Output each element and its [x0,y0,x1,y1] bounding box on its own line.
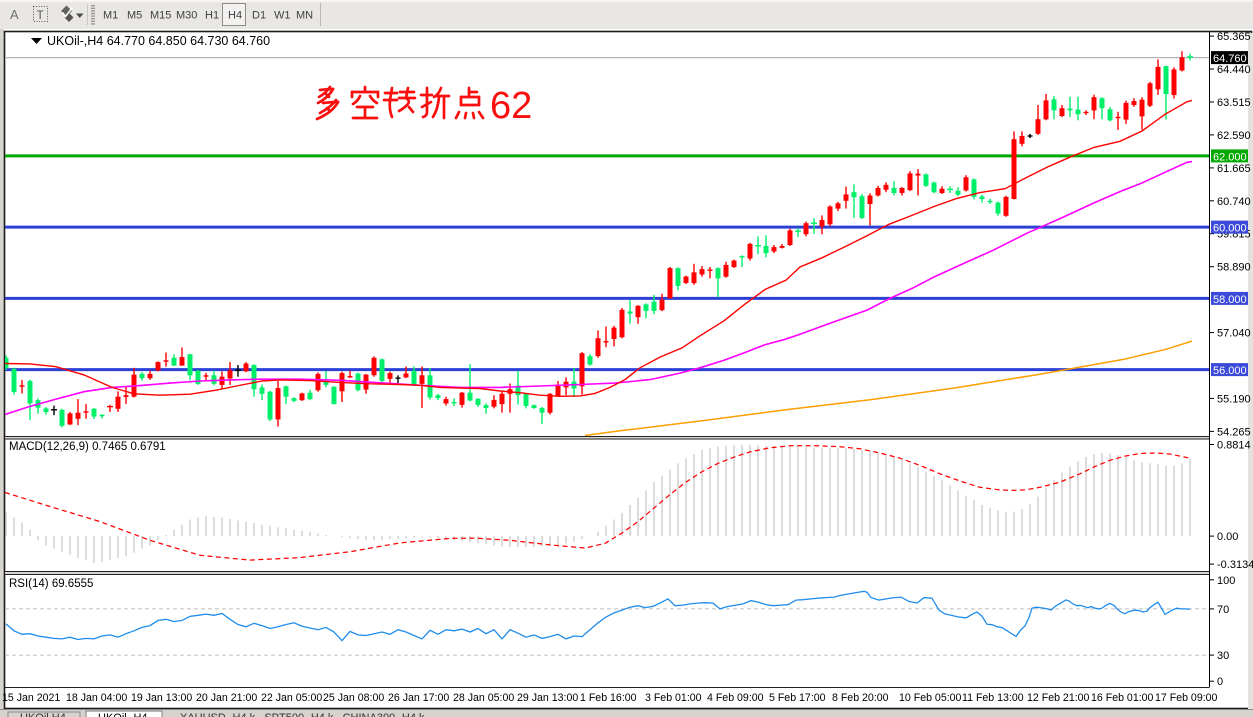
svg-text:11 Feb 13:00: 11 Feb 13:00 [962,692,1024,704]
svg-text:58.890: 58.890 [1217,262,1251,274]
svg-text:0.00: 0.00 [1217,531,1238,543]
svg-text:M1: M1 [103,10,118,22]
svg-text:70: 70 [1217,604,1229,616]
svg-text:30: 30 [1217,650,1229,662]
svg-text:4 Feb 09:00: 4 Feb 09:00 [707,692,764,704]
svg-text:H4: H4 [228,10,242,22]
svg-text:65.365: 65.365 [1217,31,1251,43]
svg-text:15 Jan 2021: 15 Jan 2021 [2,692,60,704]
svg-text:18 Jan 04:00: 18 Jan 04:00 [66,692,127,704]
svg-text:61.665: 61.665 [1217,163,1251,175]
svg-text:1 Feb 16:00: 1 Feb 16:00 [580,692,637,704]
svg-text:D1: D1 [252,10,266,22]
svg-text:62.590: 62.590 [1217,130,1251,142]
svg-text:3 Feb 01:00: 3 Feb 01:00 [645,692,702,704]
svg-text:12 Feb 21:00: 12 Feb 21:00 [1027,692,1090,704]
svg-text:22 Jan 05:00: 22 Jan 05:00 [261,692,322,704]
svg-text:MN: MN [296,10,313,22]
svg-text:60.000: 60.000 [1213,223,1247,235]
svg-text:T: T [37,8,45,22]
svg-text:17 Feb 09:00: 17 Feb 09:00 [1155,692,1218,704]
svg-text:57.040: 57.040 [1217,328,1251,340]
svg-text:100: 100 [1217,575,1235,587]
svg-text:W1: W1 [274,10,291,22]
svg-text:29 Jan 13:00: 29 Jan 13:00 [517,692,578,704]
svg-text:16 Feb 01:00: 16 Feb 01:00 [1091,692,1154,704]
svg-text:A: A [10,7,19,22]
svg-text:8 Feb 20:00: 8 Feb 20:00 [832,692,889,704]
svg-text:M30: M30 [176,10,197,22]
svg-text:UKOil,H4: UKOil,H4 [20,712,66,717]
svg-text:62.000: 62.000 [1213,151,1247,163]
svg-text:64.440: 64.440 [1217,64,1251,76]
svg-text:19 Jan 13:00: 19 Jan 13:00 [131,692,192,704]
svg-text:5 Feb 17:00: 5 Feb 17:00 [769,692,826,704]
svg-text:RSI(14) 69.6555: RSI(14) 69.6555 [9,578,93,590]
svg-text:62: 62 [490,85,532,127]
svg-text:MACD(12,26,9) 0.7465 0.6791: MACD(12,26,9) 0.7465 0.6791 [9,441,166,453]
svg-text:64.760: 64.760 [1213,53,1247,65]
svg-text:-0.3134: -0.3134 [1217,559,1253,571]
svg-text:UKOil-,H4 64.770 64.850 64.73: UKOil-,H4 64.770 64.850 64.730 64.760 [47,34,270,48]
svg-text:54.265: 54.265 [1217,426,1251,438]
svg-text:55.190: 55.190 [1217,393,1251,405]
svg-text:0.8814: 0.8814 [1217,440,1251,452]
svg-text:25 Jan 08:00: 25 Jan 08:00 [323,692,384,704]
svg-text:H1: H1 [205,10,219,22]
svg-text:10 Feb 05:00: 10 Feb 05:00 [899,692,962,704]
svg-text:20 Jan 21:00: 20 Jan 21:00 [196,692,257,704]
svg-text:0: 0 [1217,676,1223,688]
svg-text:UKOil-,H4: UKOil-,H4 [98,712,148,717]
svg-text:56.000: 56.000 [1213,365,1247,377]
svg-text:26 Jan 17:00: 26 Jan 17:00 [388,692,449,704]
svg-text:28 Jan 05:00: 28 Jan 05:00 [453,692,514,704]
svg-text:63.515: 63.515 [1217,97,1251,109]
svg-text:58.000: 58.000 [1213,294,1247,306]
svg-text:XAUUSD-,H4 k SPT500-,H4 k: XAUUSD-,H4 k SPT500-,H4 k CHINA300-,H4 k [180,712,425,717]
svg-text:M15: M15 [150,10,171,22]
svg-text:M5: M5 [127,10,142,22]
svg-text:60.740: 60.740 [1217,196,1251,208]
